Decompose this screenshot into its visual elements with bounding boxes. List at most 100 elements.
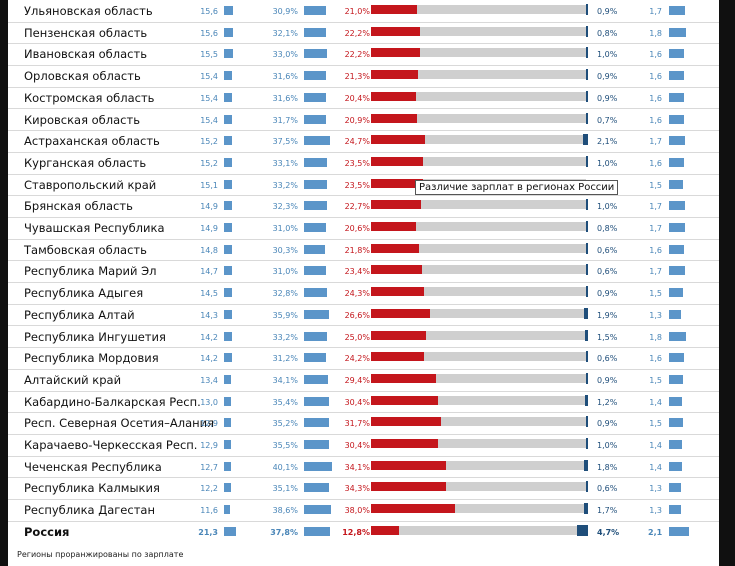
difference-bar bbox=[371, 265, 422, 275]
difference-value: 26,6% bbox=[344, 310, 370, 320]
table-row[interactable]: Кировская область 15,4 31,7% 20,9% 0,7% 1,6 bbox=[8, 110, 719, 132]
table-row[interactable]: Тамбовская область 14,8 30,3% 21,8% 0,6% 1,6 bbox=[8, 240, 719, 262]
share-bar bbox=[304, 374, 328, 384]
table-row[interactable]: Брянская область 14,9 32,3% 22,7% 1,0% 1,7 bbox=[8, 196, 719, 218]
table-row[interactable]: Кабардино-Балкарская Респ. 13,0 35,4% 30,4%… bbox=[8, 392, 719, 414]
table-row[interactable]: Республика Марий Эл 14,7 31,0% 23,4% 0,6% 1,7 bbox=[8, 261, 719, 284]
table-row[interactable]: Чувашская Республика 14,9 31,0% 20,6% 0,8% 1,… bbox=[8, 218, 719, 240]
index-value: 0,6% bbox=[597, 354, 618, 364]
index-value: 0,9% bbox=[597, 7, 618, 16]
region-name: Республика Адыгея bbox=[24, 286, 144, 301]
share-value: 33,2% bbox=[272, 180, 298, 190]
ratio-bar bbox=[669, 49, 684, 59]
index-value: 0,6% bbox=[597, 484, 618, 494]
salary-value: 15,4 bbox=[200, 93, 218, 103]
region-name: Ставропольский край bbox=[24, 177, 157, 192]
table-row[interactable]: Пензенская область 15,6 32,1% 22,2% 0,8% 1,8 bbox=[8, 23, 719, 45]
index-value: 1,0% bbox=[597, 158, 618, 168]
difference-value: 20,6% bbox=[344, 224, 370, 233]
ratio-value: 1,6 bbox=[649, 354, 662, 364]
table-row[interactable]: Респ. Северная Осетия–Алания 12,9 35,2% 31,… bbox=[8, 413, 719, 435]
share-bar bbox=[304, 136, 330, 146]
index-marker bbox=[584, 307, 588, 319]
difference-track bbox=[371, 504, 586, 514]
index-marker bbox=[586, 242, 588, 254]
salary-bar bbox=[224, 396, 231, 406]
index-value: 0,8% bbox=[597, 224, 618, 233]
table-row[interactable]: Курганская область 15,2 33,1% 23,5% 1,0% 1,6 bbox=[8, 153, 719, 175]
region-name: Республика Ингушетия bbox=[24, 329, 166, 344]
share-value: 37,5% bbox=[272, 137, 298, 147]
ratio-value: 1,6 bbox=[649, 158, 662, 168]
tooltip: Различие зарплат в регионах России bbox=[415, 180, 619, 195]
share-value: 35,4% bbox=[272, 397, 298, 407]
difference-value: 23,5% bbox=[344, 180, 370, 190]
salary-bar bbox=[224, 71, 232, 81]
index-value: 1,0% bbox=[597, 441, 618, 450]
ratio-bar bbox=[669, 27, 686, 37]
table-row[interactable]: Республика Ингушетия 14,2 33,2% 25,0% 1,5% 1,… bbox=[8, 327, 719, 349]
salary-bar bbox=[224, 374, 231, 384]
table-row[interactable]: Орловская область 15,4 31,6% 21,3% 0,9% 1,6 bbox=[8, 66, 719, 88]
ratio-value: 1,8 bbox=[649, 28, 662, 38]
ratio-value: 1,5 bbox=[649, 289, 662, 299]
total-row[interactable]: Россия 21,3 37,8% 12,8% 4,7% 2,1 bbox=[8, 522, 719, 544]
table-row[interactable]: Чеченская Республика 12,7 40,1% 34,1% 1,8% 1,… bbox=[8, 457, 719, 479]
difference-track bbox=[371, 243, 586, 253]
salary-value: 14,9 bbox=[200, 202, 218, 212]
share-bar bbox=[304, 27, 326, 37]
share-bar bbox=[304, 71, 326, 81]
difference-value: 20,9% bbox=[344, 115, 370, 125]
ratio-bar bbox=[669, 483, 681, 493]
share-bar bbox=[304, 223, 326, 232]
ratio-bar bbox=[669, 288, 683, 298]
table-row[interactable]: Республика Алтай 14,3 35,9% 26,6% 1,9% 1,3 bbox=[8, 305, 719, 327]
difference-value: 34,3% bbox=[344, 484, 370, 494]
ratio-value: 1,7 bbox=[649, 7, 662, 16]
salary-value: 15,6 bbox=[200, 7, 218, 16]
table-row[interactable]: Костромская область 15,4 31,6% 20,4% 0,9% 1,6 bbox=[8, 88, 719, 110]
table-row[interactable]: Карачаево-Черкесская Респ. 12,9 35,5% 30,4%… bbox=[8, 435, 719, 457]
share-bar bbox=[304, 244, 325, 254]
region-name: Республика Алтай bbox=[24, 307, 135, 322]
table-row[interactable]: Астраханская область 15,2 37,5% 24,7% 2,1% 1,… bbox=[8, 131, 719, 153]
share-bar bbox=[304, 6, 326, 15]
share-bar bbox=[304, 179, 327, 189]
index-value: 1,2% bbox=[597, 397, 618, 407]
ratio-value: 1,7 bbox=[649, 202, 662, 212]
difference-bar bbox=[371, 178, 423, 188]
ratio-bar bbox=[669, 114, 684, 124]
index-marker bbox=[586, 264, 588, 276]
share-value: 30,9% bbox=[272, 7, 298, 16]
share-value: 40,1% bbox=[272, 462, 298, 472]
salary-value: 13,0 bbox=[200, 397, 218, 407]
share-bar bbox=[304, 396, 329, 406]
difference-bar bbox=[371, 395, 438, 405]
table-row[interactable]: Республика Калмыкия 12,2 35,1% 34,3% 0,6% 1,3 bbox=[8, 478, 719, 501]
region-name: Костромская область bbox=[24, 90, 155, 105]
salary-value: 14,8 bbox=[200, 245, 218, 255]
salary-bar bbox=[224, 461, 231, 471]
difference-bar bbox=[371, 439, 438, 448]
difference-bar bbox=[371, 156, 423, 166]
salary-value: 15,2 bbox=[200, 158, 218, 168]
table-row[interactable]: Республика Дагестан 11,6 38,6% 38,0% 1,7% 1,3 bbox=[8, 500, 719, 522]
table-row[interactable]: Алтайский край 13,4 34,1% 29,4% 0,9% 1,5 bbox=[8, 370, 719, 392]
table-row[interactable]: Республика Мордовия 14,2 31,2% 24,2% 0,6% 1,6 bbox=[8, 348, 719, 370]
difference-value: 23,4% bbox=[344, 267, 370, 277]
table-row[interactable]: Ивановская область 15,5 33,0% 22,2% 1,0% 1,6 bbox=[8, 44, 719, 67]
difference-track bbox=[371, 70, 586, 80]
difference-bar bbox=[371, 504, 455, 514]
region-name: Республика Марий Эл bbox=[24, 264, 157, 279]
difference-track bbox=[371, 417, 586, 427]
difference-value: 38,0% bbox=[344, 506, 370, 516]
region-name: Республика Мордовия bbox=[24, 351, 159, 366]
share-value: 35,5% bbox=[272, 441, 298, 450]
table-row[interactable]: Республика Адыгея 14,5 32,8% 24,3% 0,9% 1,5 bbox=[8, 283, 719, 305]
salary-value: 14,7 bbox=[200, 267, 218, 277]
ratio-value: 1,4 bbox=[649, 462, 662, 472]
difference-value: 31,7% bbox=[344, 419, 370, 429]
share-value: 35,2% bbox=[272, 419, 298, 429]
index-value: 0,9% bbox=[597, 375, 618, 385]
table-row[interactable]: Ульяновская область 15,6 30,9% 21,0% 0,9% 1,7 bbox=[8, 1, 719, 23]
